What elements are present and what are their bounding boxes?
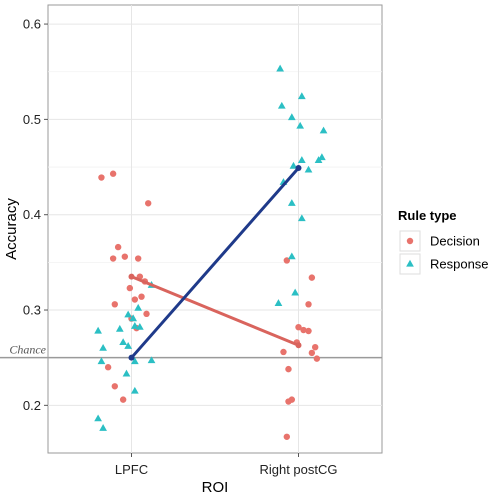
response-point [119, 338, 128, 346]
decision-point [109, 255, 117, 262]
response-point [99, 343, 107, 351]
legend-decision-label: Decision [430, 234, 480, 249]
response-point [287, 199, 296, 206]
legend-item-response: Response [399, 253, 489, 275]
decision-point [131, 296, 139, 303]
decision-point [283, 433, 291, 440]
response-point [276, 64, 284, 72]
x-tick-label: LPFC [115, 462, 148, 477]
x-axis-title: ROI [202, 479, 229, 496]
x-tick-label: Right postCG [259, 462, 337, 477]
response-point [135, 322, 144, 330]
decision-point [285, 365, 292, 373]
response-point [297, 214, 306, 222]
y-axis-title: Accuracy [3, 198, 20, 260]
response-point [277, 101, 286, 109]
decision-point [126, 284, 134, 292]
response-point [94, 414, 102, 422]
response-point [130, 386, 139, 394]
decision-mean-point [295, 342, 302, 349]
decision-point [308, 349, 316, 357]
panel-background [47, 4, 383, 454]
y-tick-label: 0.4 [23, 207, 41, 222]
y-axis-ticks: 0.2 0.3 0.4 0.5 0.6 [23, 17, 48, 413]
response-point [115, 324, 124, 332]
chance-label: Chance [9, 343, 46, 357]
decision-point [98, 174, 105, 181]
decision-mean-line [130, 275, 300, 347]
mean-lines [128, 164, 302, 361]
decision-point [295, 323, 302, 331]
legend-decision-marker [406, 237, 414, 245]
decision-point [114, 243, 122, 251]
decision-point [145, 200, 152, 207]
response-point [130, 322, 139, 329]
legend: Rule type Decision Response [398, 208, 489, 275]
legend-items: Decision Response [399, 230, 489, 275]
decision-point [134, 255, 142, 262]
decision-point [138, 293, 145, 300]
x-axis-ticks: LPFC Right postCG [115, 453, 338, 477]
legend-title: Rule type [398, 208, 457, 223]
decision-point [280, 348, 287, 356]
response-point [134, 303, 143, 311]
response-point [94, 326, 102, 334]
response-point [130, 357, 139, 365]
response-point [122, 369, 131, 377]
decision-point [111, 383, 119, 390]
response-point [287, 113, 296, 121]
response-point [124, 310, 133, 318]
decision-point [305, 327, 312, 335]
response-point [129, 314, 138, 322]
decision-point [285, 398, 292, 405]
response-point [274, 299, 283, 306]
response-point [304, 165, 313, 173]
y-tick-label: 0.2 [23, 398, 41, 413]
response-point [287, 252, 296, 260]
decision-point [119, 396, 127, 403]
decision-point [308, 274, 316, 281]
decision-point [121, 253, 129, 260]
decision-point [305, 301, 312, 308]
response-point [124, 342, 133, 349]
response-mean-line [130, 166, 300, 360]
legend-response-label: Response [430, 257, 489, 272]
response-mean-point [128, 354, 135, 361]
response-point [318, 153, 326, 161]
decision-point [300, 326, 307, 334]
decision-mean-point [128, 273, 135, 280]
response-point [297, 156, 306, 163]
response-point [291, 288, 300, 296]
response-point [319, 126, 328, 134]
decision-point [104, 364, 112, 371]
response-point [99, 424, 107, 431]
y-tick-label: 0.3 [23, 303, 41, 318]
decision-point [111, 301, 119, 308]
decision-point [313, 355, 321, 362]
response-point [97, 357, 106, 365]
y-tick-label: 0.6 [23, 17, 41, 32]
legend-item-decision: Decision [399, 230, 480, 252]
decision-point [109, 170, 117, 177]
decision-point [312, 343, 319, 351]
response-point [147, 356, 156, 364]
response-point [289, 161, 298, 169]
response-point [296, 121, 305, 129]
y-tick-label: 0.5 [23, 112, 41, 127]
decision-point [143, 310, 150, 318]
legend-response-marker [406, 259, 414, 267]
response-point [297, 92, 306, 100]
data-points [94, 64, 328, 440]
response-mean-point [295, 164, 302, 171]
